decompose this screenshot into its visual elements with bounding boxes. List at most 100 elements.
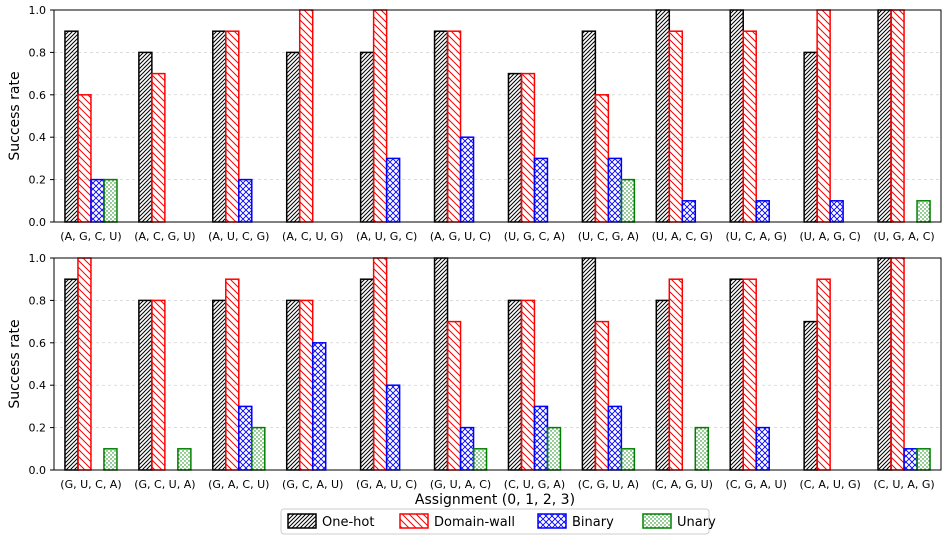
top-bar-unary (620, 178, 636, 223)
bottom-bar-onehot (729, 278, 744, 471)
top-x-tick-label: (A, C, U, G) (282, 230, 343, 243)
bottom-x-tick-label: (G, U, A, C) (430, 478, 491, 491)
bottom-bar-unary (251, 426, 266, 471)
bottom-bar-unary (472, 448, 488, 471)
bottom-bar-domain-wall (372, 257, 388, 471)
bottom-bar-domain-wall (816, 278, 831, 471)
bottom-bar-unary (177, 448, 192, 471)
top-bar-onehot (285, 51, 301, 223)
bottom-bar-onehot (359, 278, 375, 471)
bottom-bar-unary (916, 448, 931, 471)
top-bar-onehot (138, 51, 153, 223)
bottom-bar-domain-wall (668, 278, 684, 471)
top-bar-unary (103, 178, 118, 223)
bottom-bar-domain-wall (77, 257, 92, 471)
bottom-bar-unary (546, 426, 562, 471)
bottom-y-tick-label: 0.0 (29, 464, 47, 477)
top-bar-domain-wall (446, 30, 462, 223)
top-y-tick-label: 0.4 (29, 131, 47, 144)
top-bar-binary (459, 136, 475, 223)
bottom-bar-binary (238, 405, 253, 471)
top-x-tick-label: (U, A, G, C) (799, 230, 860, 243)
bottom-y-tick-label: 0.6 (29, 337, 47, 350)
legend-swatch-onehot (287, 513, 317, 529)
top-bar-domain-wall (298, 9, 314, 223)
bottom-bar-onehot (655, 299, 671, 471)
bottom-bar-domain-wall (594, 320, 610, 471)
top-bar-domain-wall (890, 9, 905, 223)
top-x-tick-label: (A, U, G, C) (356, 230, 417, 243)
bottom-bar-onehot (64, 278, 79, 471)
bottom-y-tick-label: 1.0 (29, 252, 47, 265)
top-x-tick-label: (U, C, G, A) (578, 230, 639, 243)
legend-swatch-binary (537, 513, 567, 529)
top-x-tick-label: (U, A, C, G) (652, 230, 713, 243)
top-bar-onehot (655, 9, 671, 223)
bottom-bar-binary (311, 342, 327, 471)
top-bar-onehot (729, 9, 744, 223)
top-bar-domain-wall (77, 94, 92, 223)
top-x-tick-label: (A, G, U, C) (430, 230, 491, 243)
bottom-bar-onehot (877, 257, 892, 471)
top-chart-panel: 0.0 0.2 0.4 0.6 0.8 1.0 Success rate (A, G, C, … (7, 4, 942, 243)
top-bar-binary (681, 200, 697, 223)
bottom-x-tick-label: (C, U, A, G) (873, 478, 934, 491)
bottom-bar-domain-wall (151, 299, 166, 471)
bottom-x-tick-label: (G, C, U, A) (134, 478, 195, 491)
bottom-bar-domain-wall (890, 257, 905, 471)
top-bar-binary (755, 200, 770, 223)
top-bar-binary (607, 157, 623, 223)
bottom-bar-domain-wall (298, 299, 314, 471)
top-x-tick-label: (A, C, G, U) (134, 230, 195, 243)
bottom-chart-panel: 0.0 0.2 0.4 0.6 0.8 1.0 Success rate (G, U, C, … (7, 252, 942, 491)
top-bar-domain-wall (372, 9, 388, 223)
bottom-y-tick-label: 0.8 (29, 294, 47, 307)
bottom-bar-binary (385, 384, 401, 471)
bottom-bar-onehot (138, 299, 153, 471)
top-bar-domain-wall (151, 72, 166, 223)
legend-label-onehot: One-hot (322, 515, 374, 530)
top-bar-onehot (64, 30, 79, 223)
top-bar-onehot (877, 9, 892, 223)
top-bar-binary (238, 178, 253, 223)
bottom-bar-onehot (212, 299, 227, 471)
bottom-bar-domain-wall (225, 278, 240, 471)
top-bar-domain-wall (742, 30, 757, 223)
top-y-tick-label: 0.8 (29, 46, 47, 59)
legend-box (280, 508, 710, 535)
legend: One-hot Domain-wall Binary Unary (280, 508, 716, 535)
top-bar-binary (533, 157, 549, 223)
top-bar-domain-wall (520, 72, 536, 223)
top-y-tick-label: 0.2 (29, 174, 47, 187)
bottom-bar-onehot (803, 320, 818, 471)
bottom-x-tick-label: (G, A, C, U) (208, 478, 269, 491)
legend-label-unary: Unary (677, 515, 716, 530)
bottom-bar-domain-wall (520, 299, 536, 471)
bottom-bar-domain-wall (446, 320, 462, 471)
bottom-bar-onehot (581, 257, 597, 471)
bottom-x-tick-label: (G, A, U, C) (356, 478, 417, 491)
bottom-x-tick-label: (C, U, G, A) (504, 478, 565, 491)
bottom-bar-onehot (285, 299, 301, 471)
x-axis-title: Assignment (0, 1, 2, 3) (415, 492, 575, 508)
legend-swatch-domain-wall (399, 513, 429, 529)
bottom-bar-unary (103, 448, 118, 471)
bottom-y-axis-label: Success rate (7, 319, 23, 408)
top-bar-binary (385, 157, 401, 223)
top-bar-binary (90, 178, 105, 223)
bottom-bar-binary (755, 426, 770, 471)
top-y-axis-label: Success rate (7, 71, 23, 160)
bottom-bar-binary (903, 448, 918, 471)
bottom-x-tick-label: (C, G, A, U) (726, 478, 787, 491)
bottom-axes-frame (53, 257, 942, 471)
bottom-x-tick-label: (C, G, U, A) (578, 478, 639, 491)
top-bar-domain-wall (816, 9, 831, 223)
bottom-bar-binary (459, 426, 475, 471)
legend-swatch-unary (642, 513, 672, 529)
bottom-x-tick-label: (C, A, U, G) (799, 478, 860, 491)
top-x-tick-label: (A, U, C, G) (208, 230, 269, 243)
top-bar-onehot (212, 30, 227, 223)
top-bar-onehot (803, 51, 818, 223)
top-bar-domain-wall (668, 30, 684, 223)
